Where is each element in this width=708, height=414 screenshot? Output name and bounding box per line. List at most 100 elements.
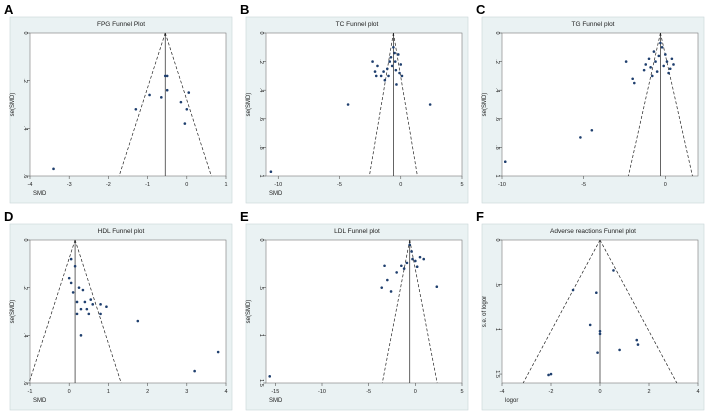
y-tick-label: 1	[258, 334, 264, 337]
panel-b: B TC Funnel plot -10 -5 0 5 0 .2 .4 .6 .8 1 SMD se(SM…	[240, 2, 469, 204]
x-tick-label: 4	[696, 389, 699, 395]
ci-upper-line	[74, 239, 122, 384]
y-tick-label: .4	[494, 88, 500, 93]
data-point	[579, 136, 582, 139]
y-tick-label: .8	[258, 145, 264, 150]
x-axis-label: SMD	[33, 191, 47, 197]
y-tick-label: 0	[494, 31, 500, 34]
y-tick-label: 1	[494, 174, 500, 177]
x-axis-label: SMD	[269, 191, 283, 197]
x-axis-label: SMD	[33, 398, 47, 404]
chart-title: LDL Funnel plot	[334, 228, 380, 235]
panel-a: A FPG Funnel Plot -4 -3 -2 -1 0 1 0 .2 .4 .6 SMD se(S…	[4, 2, 233, 204]
x-axis-label: logor	[505, 398, 518, 404]
x-tick-label: -4	[500, 389, 505, 395]
y-axis-label: se(SMD)	[10, 93, 16, 117]
data-point	[385, 67, 389, 71]
y-axis-label: se(SMD)	[10, 300, 16, 324]
ci-lower-line	[118, 32, 166, 177]
y-tick-label: .8	[494, 145, 500, 150]
x-tick-label: -5	[337, 182, 342, 188]
x-tick-label: 5	[460, 389, 463, 395]
x-tick-label: -2	[106, 182, 111, 188]
y-tick-label: .5	[258, 285, 264, 290]
plot-area	[501, 32, 699, 177]
data-point	[371, 60, 374, 63]
ci-lower-line	[381, 239, 411, 384]
y-tick-label: .4	[258, 88, 264, 93]
data-point	[389, 56, 393, 59]
data-point	[662, 64, 665, 68]
data-point	[624, 60, 628, 63]
x-tick-label: -10	[498, 182, 506, 188]
data-point	[647, 57, 651, 61]
data-point	[387, 74, 390, 78]
data-point	[642, 68, 646, 72]
data-point	[386, 278, 389, 282]
data-point	[408, 243, 412, 247]
data-point	[73, 264, 77, 268]
plot-area	[29, 239, 227, 384]
ci-lower-line	[628, 32, 661, 177]
data-point	[612, 269, 615, 272]
data-point	[395, 83, 398, 86]
panel-c: C TG Funnel plot -10 -5 0 0 .2 .4 .6 .8 1 se(SMD)	[476, 2, 705, 204]
x-tick-label: 3	[185, 389, 188, 395]
data-point	[179, 100, 183, 104]
y-tick-label: 0	[258, 238, 264, 241]
y-tick-label: .6	[22, 381, 28, 386]
data-point	[549, 372, 553, 376]
data-point	[52, 167, 55, 171]
data-point	[81, 288, 85, 292]
data-point	[69, 281, 73, 285]
data-point	[418, 255, 422, 259]
data-point	[397, 53, 400, 56]
data-point	[422, 257, 426, 261]
data-point	[85, 307, 89, 311]
x-tick-label: 0	[414, 389, 417, 395]
data-point	[400, 74, 404, 78]
data-point	[79, 334, 83, 337]
data-point	[105, 305, 108, 309]
x-tick-label: 2	[146, 389, 149, 395]
data-point	[165, 88, 169, 92]
data-point	[672, 63, 675, 66]
data-point	[75, 312, 79, 316]
data-point	[402, 267, 406, 270]
x-tick-label: -1	[145, 182, 150, 188]
x-tick-label: 0	[598, 389, 601, 395]
ci-upper-line	[409, 239, 438, 384]
data-point	[633, 81, 636, 85]
data-point	[183, 122, 187, 125]
data-point	[588, 323, 592, 327]
data-point	[393, 51, 396, 55]
panel-f: F Adverse reactions Funnel plot -4 -2 0 2 4 0 .5…	[476, 209, 705, 411]
y-tick-label: 1	[258, 174, 264, 177]
panel-e: E LDL Funnel plot -15 -10 -5 0 5 0 .5 1 1.5 SMD se(S…	[240, 209, 469, 411]
x-tick-label: -10	[274, 182, 282, 188]
data-point	[644, 63, 648, 66]
data-point	[415, 265, 419, 268]
data-point	[414, 259, 417, 263]
chart-title: TG Funnel plot	[572, 21, 615, 28]
x-tick-label: 0	[68, 389, 71, 395]
data-point	[374, 74, 378, 78]
data-point	[649, 66, 652, 69]
data-point	[670, 57, 674, 61]
data-point	[99, 312, 102, 316]
panel-letter: A	[4, 2, 14, 17]
data-point	[618, 348, 621, 352]
data-point	[79, 307, 83, 311]
data-point	[654, 60, 657, 63]
data-point	[394, 68, 398, 72]
ci-lower-line	[522, 239, 601, 384]
y-tick-label: .6	[494, 117, 500, 122]
data-point	[636, 343, 640, 346]
data-point	[136, 319, 140, 323]
data-point	[411, 257, 414, 261]
data-point	[652, 50, 656, 53]
y-tick-label: 1.5	[494, 370, 500, 378]
ci-upper-line	[393, 32, 418, 177]
panel-letter: F	[476, 209, 484, 224]
x-tick-label: 2	[647, 389, 650, 395]
